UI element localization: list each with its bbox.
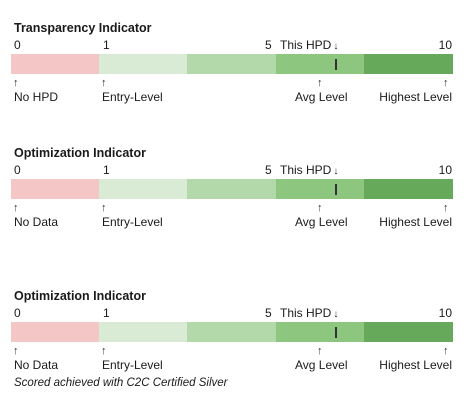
indicator-title: Optimization Indicator bbox=[14, 289, 146, 303]
arrow-up-icon: ↑ bbox=[101, 77, 107, 89]
scale-mid-label: 5 bbox=[265, 163, 272, 177]
optimization-indicator: Optimization Indicator 0 1 5 This HPD ↓ 1… bbox=[0, 145, 474, 245]
score-marker bbox=[335, 327, 337, 338]
bar-segment-4 bbox=[276, 322, 364, 342]
arrow-up-icon: ↑ bbox=[101, 202, 107, 214]
scale-low-label: 1 bbox=[103, 306, 110, 320]
arrow-up-icon: ↑ bbox=[317, 202, 323, 214]
this-hpd-label: This HPD ↓ bbox=[280, 38, 338, 54]
bar-segment-3 bbox=[187, 54, 276, 74]
level-label-none: No HPD bbox=[14, 90, 59, 104]
bar-segment-4 bbox=[276, 54, 364, 74]
level-label-highest: Highest Level bbox=[379, 215, 452, 229]
arrow-down-icon: ↓ bbox=[333, 41, 339, 52]
optimization-indicator-certified: Optimization Indicator 0 1 5 This HPD ↓ 1… bbox=[0, 288, 474, 388]
scale-min-label: 0 bbox=[14, 38, 21, 52]
certification-note: Scored achieved with C2C Certified Silve… bbox=[14, 377, 228, 389]
transparency-indicator: Transparency Indicator 0 1 5 This HPD ↓ 1… bbox=[0, 20, 474, 120]
level-label-none: No Data bbox=[14, 215, 59, 229]
level-label-entry: Entry-Level bbox=[102, 90, 163, 104]
level-label-avg: Avg Level bbox=[295, 215, 348, 229]
scale-mid-label: 5 bbox=[265, 306, 272, 320]
indicator-bar bbox=[11, 179, 453, 199]
bar-segment-3 bbox=[187, 322, 276, 342]
indicator-bar bbox=[11, 54, 453, 74]
indicator-title: Transparency Indicator bbox=[14, 21, 152, 35]
bar-segment-5 bbox=[364, 54, 453, 74]
arrow-down-icon: ↓ bbox=[333, 166, 339, 177]
level-label-avg: Avg Level bbox=[295, 358, 348, 372]
scale-max-label: 10 bbox=[438, 163, 452, 177]
scale-min-label: 0 bbox=[14, 163, 21, 177]
arrow-up-icon: ↑ bbox=[443, 345, 449, 357]
this-hpd-text: This HPD bbox=[280, 38, 332, 52]
this-hpd-text: This HPD bbox=[280, 163, 332, 177]
bar-segment-2 bbox=[99, 54, 187, 74]
indicator-title: Optimization Indicator bbox=[14, 146, 146, 160]
bar-segment-5 bbox=[364, 322, 453, 342]
scale-low-label: 1 bbox=[103, 163, 110, 177]
arrow-down-icon: ↓ bbox=[333, 309, 339, 320]
arrow-up-icon: ↑ bbox=[13, 77, 19, 89]
level-label-entry: Entry-Level bbox=[102, 358, 163, 372]
bar-segment-2 bbox=[99, 179, 187, 199]
arrow-up-icon: ↑ bbox=[101, 345, 107, 357]
arrow-up-icon: ↑ bbox=[443, 202, 449, 214]
this-hpd-label: This HPD ↓ bbox=[280, 163, 338, 179]
scale-mid-label: 5 bbox=[265, 38, 272, 52]
arrow-up-icon: ↑ bbox=[317, 345, 323, 357]
scale-low-label: 1 bbox=[103, 38, 110, 52]
this-hpd-text: This HPD bbox=[280, 306, 332, 320]
bar-segment-2 bbox=[99, 322, 187, 342]
score-marker bbox=[335, 59, 337, 70]
scale-max-label: 10 bbox=[438, 38, 452, 52]
arrow-up-icon: ↑ bbox=[13, 202, 19, 214]
bar-segment-1 bbox=[11, 322, 99, 342]
level-label-highest: Highest Level bbox=[379, 358, 452, 372]
bar-segment-4 bbox=[276, 179, 364, 199]
scale-max-label: 10 bbox=[438, 306, 452, 320]
level-label-none: No Data bbox=[14, 358, 59, 372]
bar-segment-1 bbox=[11, 54, 99, 74]
arrow-up-icon: ↑ bbox=[13, 345, 19, 357]
arrow-up-icon: ↑ bbox=[443, 77, 449, 89]
arrow-up-icon: ↑ bbox=[317, 77, 323, 89]
level-label-avg: Avg Level bbox=[295, 90, 348, 104]
indicator-bar bbox=[11, 322, 453, 342]
scale-min-label: 0 bbox=[14, 306, 21, 320]
level-label-highest: Highest Level bbox=[379, 90, 452, 104]
bar-segment-5 bbox=[364, 179, 453, 199]
bar-segment-1 bbox=[11, 179, 99, 199]
score-marker bbox=[335, 184, 337, 195]
this-hpd-label: This HPD ↓ bbox=[280, 306, 338, 322]
bar-segment-3 bbox=[187, 179, 276, 199]
level-label-entry: Entry-Level bbox=[102, 215, 163, 229]
